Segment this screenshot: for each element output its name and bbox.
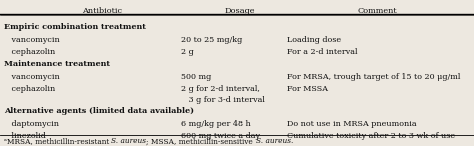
Text: ; MSSA, methicillin-sensitive: ; MSSA, methicillin-sensitive (146, 137, 255, 145)
Text: For a 2-d interval: For a 2-d interval (287, 48, 357, 56)
Text: Alternative agents (limited data available): Alternative agents (limited data availab… (4, 107, 194, 115)
Text: S. aureus: S. aureus (111, 137, 146, 145)
Text: For MSSA: For MSSA (287, 85, 328, 93)
Text: 600 mg twice a day: 600 mg twice a day (181, 132, 260, 140)
Text: 2 g: 2 g (181, 48, 194, 56)
Text: Cumulative toxicity after 2 to 3 wk of use: Cumulative toxicity after 2 to 3 wk of u… (287, 132, 455, 140)
Text: Antibiotic: Antibiotic (82, 7, 122, 15)
Text: ᵃMRSA, methicillin-resistant: ᵃMRSA, methicillin-resistant (4, 137, 111, 145)
Text: Dosage: Dosage (224, 7, 255, 15)
Text: daptomycin: daptomycin (4, 120, 59, 128)
Text: 500 mg: 500 mg (181, 73, 211, 81)
Text: .: . (291, 137, 293, 145)
Text: 2 g for 2-d interval,
   3 g for 3-d interval: 2 g for 2-d interval, 3 g for 3-d interv… (181, 85, 265, 104)
Text: cephazolin: cephazolin (4, 48, 55, 56)
Text: S. aureus: S. aureus (255, 137, 291, 145)
Text: 20 to 25 mg/kg: 20 to 25 mg/kg (181, 36, 242, 44)
Text: Comment: Comment (357, 7, 397, 15)
Text: cephazolin: cephazolin (4, 85, 55, 93)
Text: Loading dose: Loading dose (287, 36, 341, 44)
Text: linezolid: linezolid (4, 132, 46, 140)
Text: 6 mg/kg per 48 h: 6 mg/kg per 48 h (181, 120, 251, 128)
Text: vancomycin: vancomycin (4, 73, 60, 81)
Text: Empiric combination treatment: Empiric combination treatment (4, 23, 146, 31)
Text: Maintenance treatment: Maintenance treatment (4, 60, 110, 68)
Text: Do not use in MRSA pneumonia: Do not use in MRSA pneumonia (287, 120, 416, 128)
Text: For MRSA, trough target of 15 to 20 μg/ml: For MRSA, trough target of 15 to 20 μg/m… (287, 73, 460, 81)
Text: vancomycin: vancomycin (4, 36, 60, 44)
